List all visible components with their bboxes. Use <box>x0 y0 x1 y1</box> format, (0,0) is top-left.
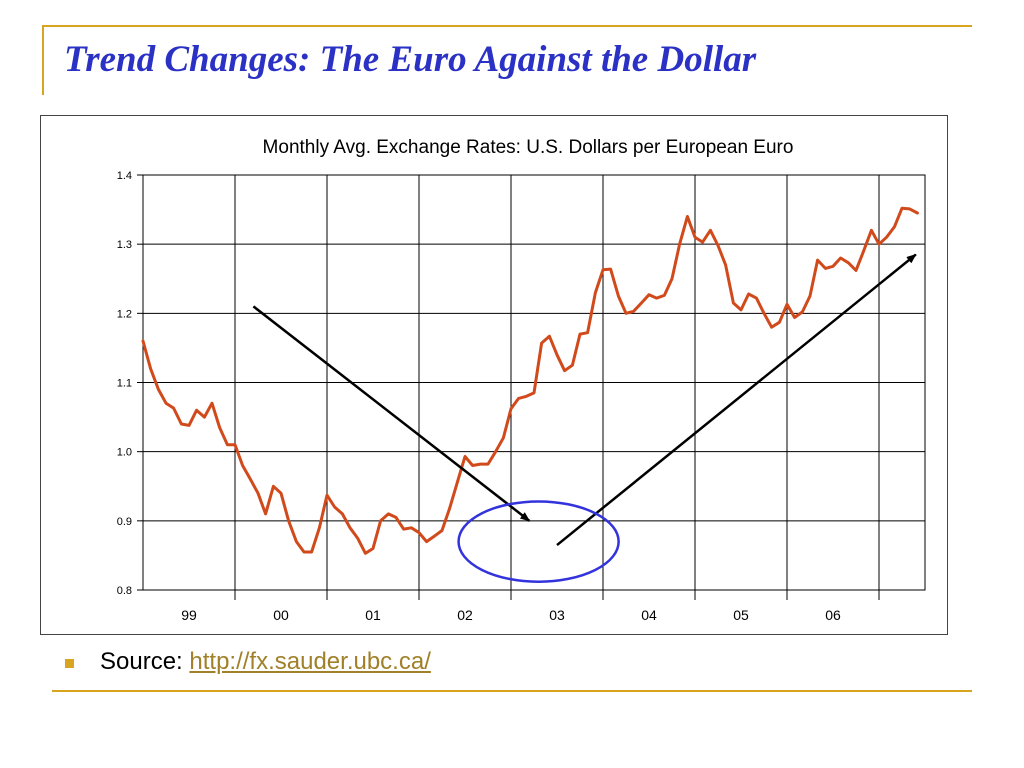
x-tick-label: 00 <box>273 607 289 623</box>
trough-highlight-ellipse <box>457 500 620 583</box>
title-left-rule <box>42 25 44 95</box>
plot-border <box>142 174 926 591</box>
y-tick-label: 1.2 <box>117 308 132 320</box>
bullet-icon <box>65 659 74 668</box>
trend-arrow <box>252 305 531 522</box>
source-link[interactable]: http://fx.sauder.ubc.ca/ <box>189 648 431 675</box>
source-line: Source: http://fx.sauder.ubc.ca/ <box>100 648 431 676</box>
bottom-rule <box>52 690 972 692</box>
x-tick-label: 05 <box>733 607 749 623</box>
exchange-rate-chart: Monthly Avg. Exchange Rates: U.S. Dollar… <box>117 137 926 623</box>
source-label: Source: <box>100 648 183 675</box>
series-line <box>141 206 919 555</box>
x-tick-label: 03 <box>549 607 565 623</box>
chart-frame <box>40 115 948 635</box>
y-tick-label: 1.1 <box>117 378 132 390</box>
trend-arrow <box>556 253 917 547</box>
slide-title: Trend Changes: The Euro Against the Doll… <box>64 39 757 80</box>
x-tick-label: 01 <box>365 607 381 623</box>
y-tick-label: 0.8 <box>117 585 132 597</box>
y-tick-label: 1.4 <box>117 170 132 182</box>
x-tick-label: 04 <box>641 607 657 623</box>
x-tick-label: 02 <box>457 607 473 623</box>
y-tick-label: 1.3 <box>117 239 132 251</box>
y-tick-label: 0.9 <box>117 516 132 528</box>
y-tick-label: 1.0 <box>117 447 132 459</box>
chart-title: Monthly Avg. Exchange Rates: U.S. Dollar… <box>263 137 794 158</box>
x-tick-label: 06 <box>825 607 841 623</box>
title-top-rule <box>42 25 972 27</box>
x-tick-label: 99 <box>181 607 197 623</box>
